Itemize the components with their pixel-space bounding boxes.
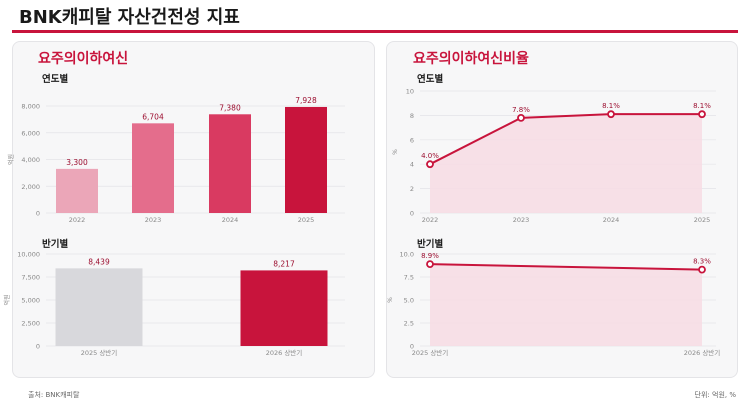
x-tick-label: 2025 — [694, 216, 711, 224]
bar — [55, 268, 143, 346]
x-tick-label: 2023 — [145, 216, 162, 224]
data-point — [607, 110, 615, 119]
x-tick-label: 2022 — [422, 216, 439, 224]
data-point — [426, 260, 434, 269]
point-data-label: 8.1% — [693, 102, 711, 110]
point-data-label: 7.8% — [512, 106, 530, 114]
bar-data-label: 3,300 — [66, 158, 88, 167]
y-tick-label: 10,000 — [17, 251, 40, 259]
bar — [132, 123, 174, 213]
y-tick-label: 10.0 — [400, 251, 414, 259]
y-tick-label: 0 — [410, 343, 414, 351]
annual-ratio-chart: 0 2 4 6 8 10% 4.0% 2022 7.8% 2023 8.1% 2024 8.1% 2025 — [392, 88, 716, 224]
bar-data-label: 7,928 — [295, 96, 317, 105]
y-tick-label: 6,000 — [21, 129, 40, 137]
bar-data-label: 8,439 — [88, 257, 110, 266]
y-tick-label: 2,000 — [21, 183, 40, 191]
data-point — [698, 265, 706, 274]
bar — [209, 114, 251, 213]
unit-note: 단위: 억원, % — [694, 391, 736, 399]
left-annual-subtitle: 연도별 — [42, 74, 69, 85]
series-line — [429, 113, 702, 166]
x-tick-label: 2026 상반기 — [266, 348, 303, 357]
x-tick-label: 2026 상반기 — [684, 348, 721, 357]
y-tick-label: 2 — [410, 185, 414, 193]
y-tick-label: 8 — [410, 112, 414, 120]
x-tick-label: 2024 — [603, 216, 620, 224]
title-rule — [12, 30, 738, 33]
y-tick-label: 4,000 — [21, 156, 40, 164]
y-axis-label: % — [387, 297, 394, 303]
series-line — [429, 263, 703, 271]
y-tick-label: 5,000 — [21, 297, 40, 305]
bar-data-label: 8,217 — [273, 259, 295, 268]
x-tick-label: 2024 — [222, 216, 239, 224]
bar-data-label: 6,704 — [142, 112, 164, 121]
bar — [240, 270, 328, 346]
y-tick-label: 0 — [36, 343, 40, 351]
y-axis-label: % — [392, 149, 399, 155]
right-annual-subtitle: 연도별 — [417, 74, 444, 85]
right-panel-title: 요주의이하여신비율 — [413, 51, 529, 67]
y-axis-label: 억원 — [7, 154, 15, 165]
y-axis-label: 억원 — [3, 294, 11, 305]
point-data-label: 8.9% — [421, 252, 439, 260]
left-panel-title: 요주의이하여신 — [38, 51, 129, 67]
data-point — [698, 110, 706, 119]
half-bar-chart: 0 2,500 5,000 7,500 10,000 억원 8,439 2025 상반기 8,2… — [3, 251, 345, 357]
x-tick-label: 2025 — [298, 216, 315, 224]
area-fill — [430, 114, 702, 213]
y-tick-label: 0 — [36, 210, 40, 218]
bar — [56, 168, 98, 213]
left-half-subtitle: 반기별 — [42, 239, 69, 250]
point-data-label: 8.3% — [693, 258, 711, 266]
point-data-label: 8.1% — [602, 102, 620, 110]
y-tick-label: 7.5 — [404, 274, 414, 282]
x-tick-label: 2025 상반기 — [412, 348, 449, 357]
x-tick-label: 2025 상반기 — [81, 348, 118, 357]
area-fill — [430, 264, 702, 346]
y-tick-label: 7,500 — [21, 274, 40, 282]
y-tick-label: 5.0 — [404, 297, 414, 305]
half-ratio-chart: 0 2.5 5.0 7.5 10.0% 8.9% 2025 상반기 8.3% 2026 상반기 — [387, 251, 720, 358]
y-tick-label: 2,500 — [21, 320, 40, 328]
right-half-subtitle: 반기별 — [417, 239, 444, 250]
y-tick-label: 8,000 — [21, 103, 40, 111]
data-point — [426, 160, 434, 169]
bar — [285, 106, 327, 213]
y-tick-label: 6 — [410, 136, 414, 144]
bar-data-label: 7,380 — [219, 103, 241, 112]
y-tick-label: 2.5 — [404, 320, 414, 328]
y-tick-label: 4 — [410, 161, 414, 169]
y-tick-label: 10 — [406, 88, 414, 96]
source-note: 출처: BNK캐피탈 — [28, 391, 80, 399]
x-tick-label: 2022 — [69, 216, 86, 224]
annual-bar-chart: 0 2,000 4,000 6,000 8,000 억원 3,300 2022 6,704 202… — [7, 96, 345, 224]
page-title: BNK캐피탈 자산건전성 지표 — [19, 7, 240, 28]
y-tick-label: 0 — [410, 210, 414, 218]
x-tick-label: 2023 — [513, 216, 530, 224]
data-point — [517, 113, 525, 122]
point-data-label: 4.0% — [421, 152, 439, 160]
